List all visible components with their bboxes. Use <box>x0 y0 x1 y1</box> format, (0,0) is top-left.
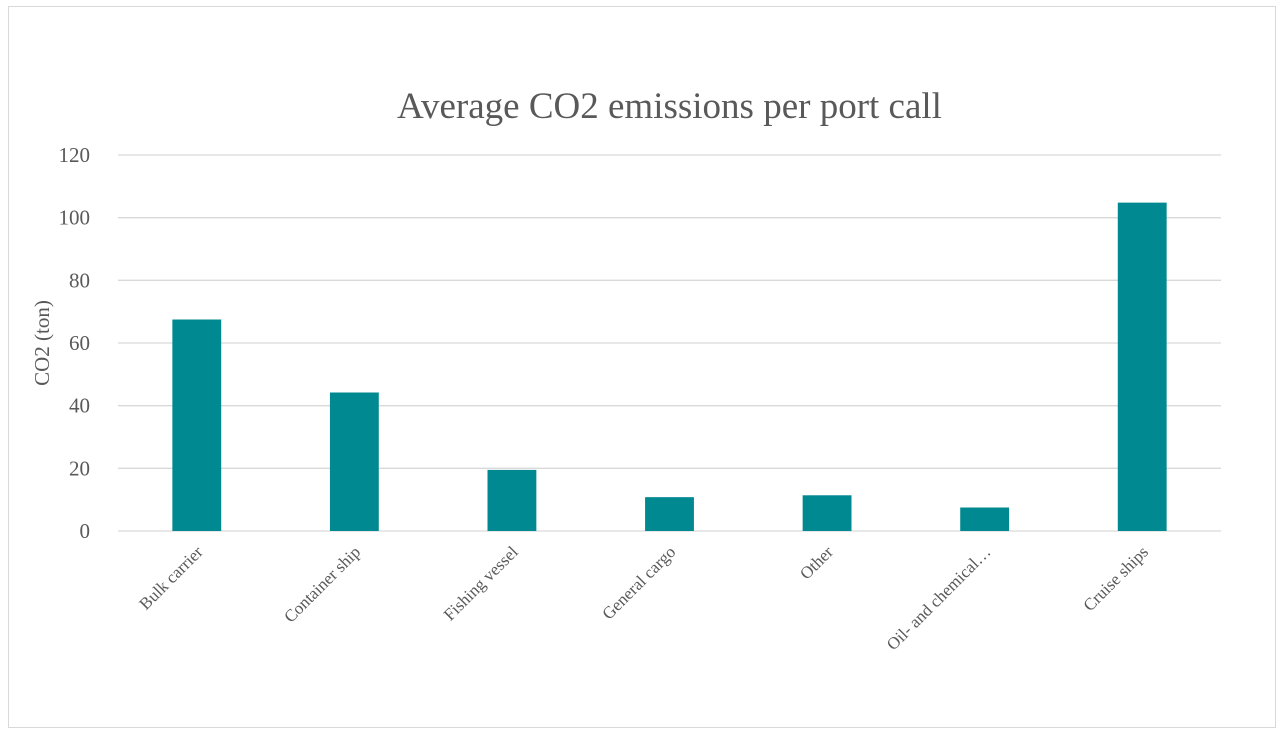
bar <box>487 469 537 531</box>
y-axis-ticks: 0 20 40 60 80 100 120 <box>59 143 91 543</box>
y-tick-label: 120 <box>59 143 91 167</box>
y-tick-label: 0 <box>80 519 91 543</box>
x-tick-label: Other <box>796 542 837 583</box>
bar <box>960 507 1010 531</box>
x-tick-label: Bulk carrier <box>135 542 206 613</box>
x-tick-label: Cruise ships <box>1079 542 1152 615</box>
x-tick-label: General cargo <box>598 542 679 623</box>
y-tick-label: 20 <box>69 456 90 480</box>
bars <box>172 202 1167 532</box>
bar <box>802 495 852 531</box>
y-axis-title: CO2 (ton) <box>30 300 54 386</box>
bar <box>329 392 379 531</box>
bar <box>645 497 694 531</box>
bar <box>172 319 222 531</box>
y-tick-label: 100 <box>59 206 91 230</box>
x-tick-label: Oil- and chemical… <box>883 542 995 654</box>
gridlines <box>118 154 1221 532</box>
x-tick-label: Container ship <box>280 542 364 626</box>
y-tick-label: 60 <box>69 331 90 355</box>
x-axis-ticks: Bulk carrier Container ship Fishing vessel… <box>135 542 1152 654</box>
y-tick-label: 40 <box>69 394 90 418</box>
bar <box>1117 202 1167 532</box>
x-tick-label: Fishing vessel <box>440 542 522 624</box>
y-tick-label: 80 <box>69 268 90 292</box>
chart-title: Average CO2 emissions per port call <box>397 86 942 127</box>
